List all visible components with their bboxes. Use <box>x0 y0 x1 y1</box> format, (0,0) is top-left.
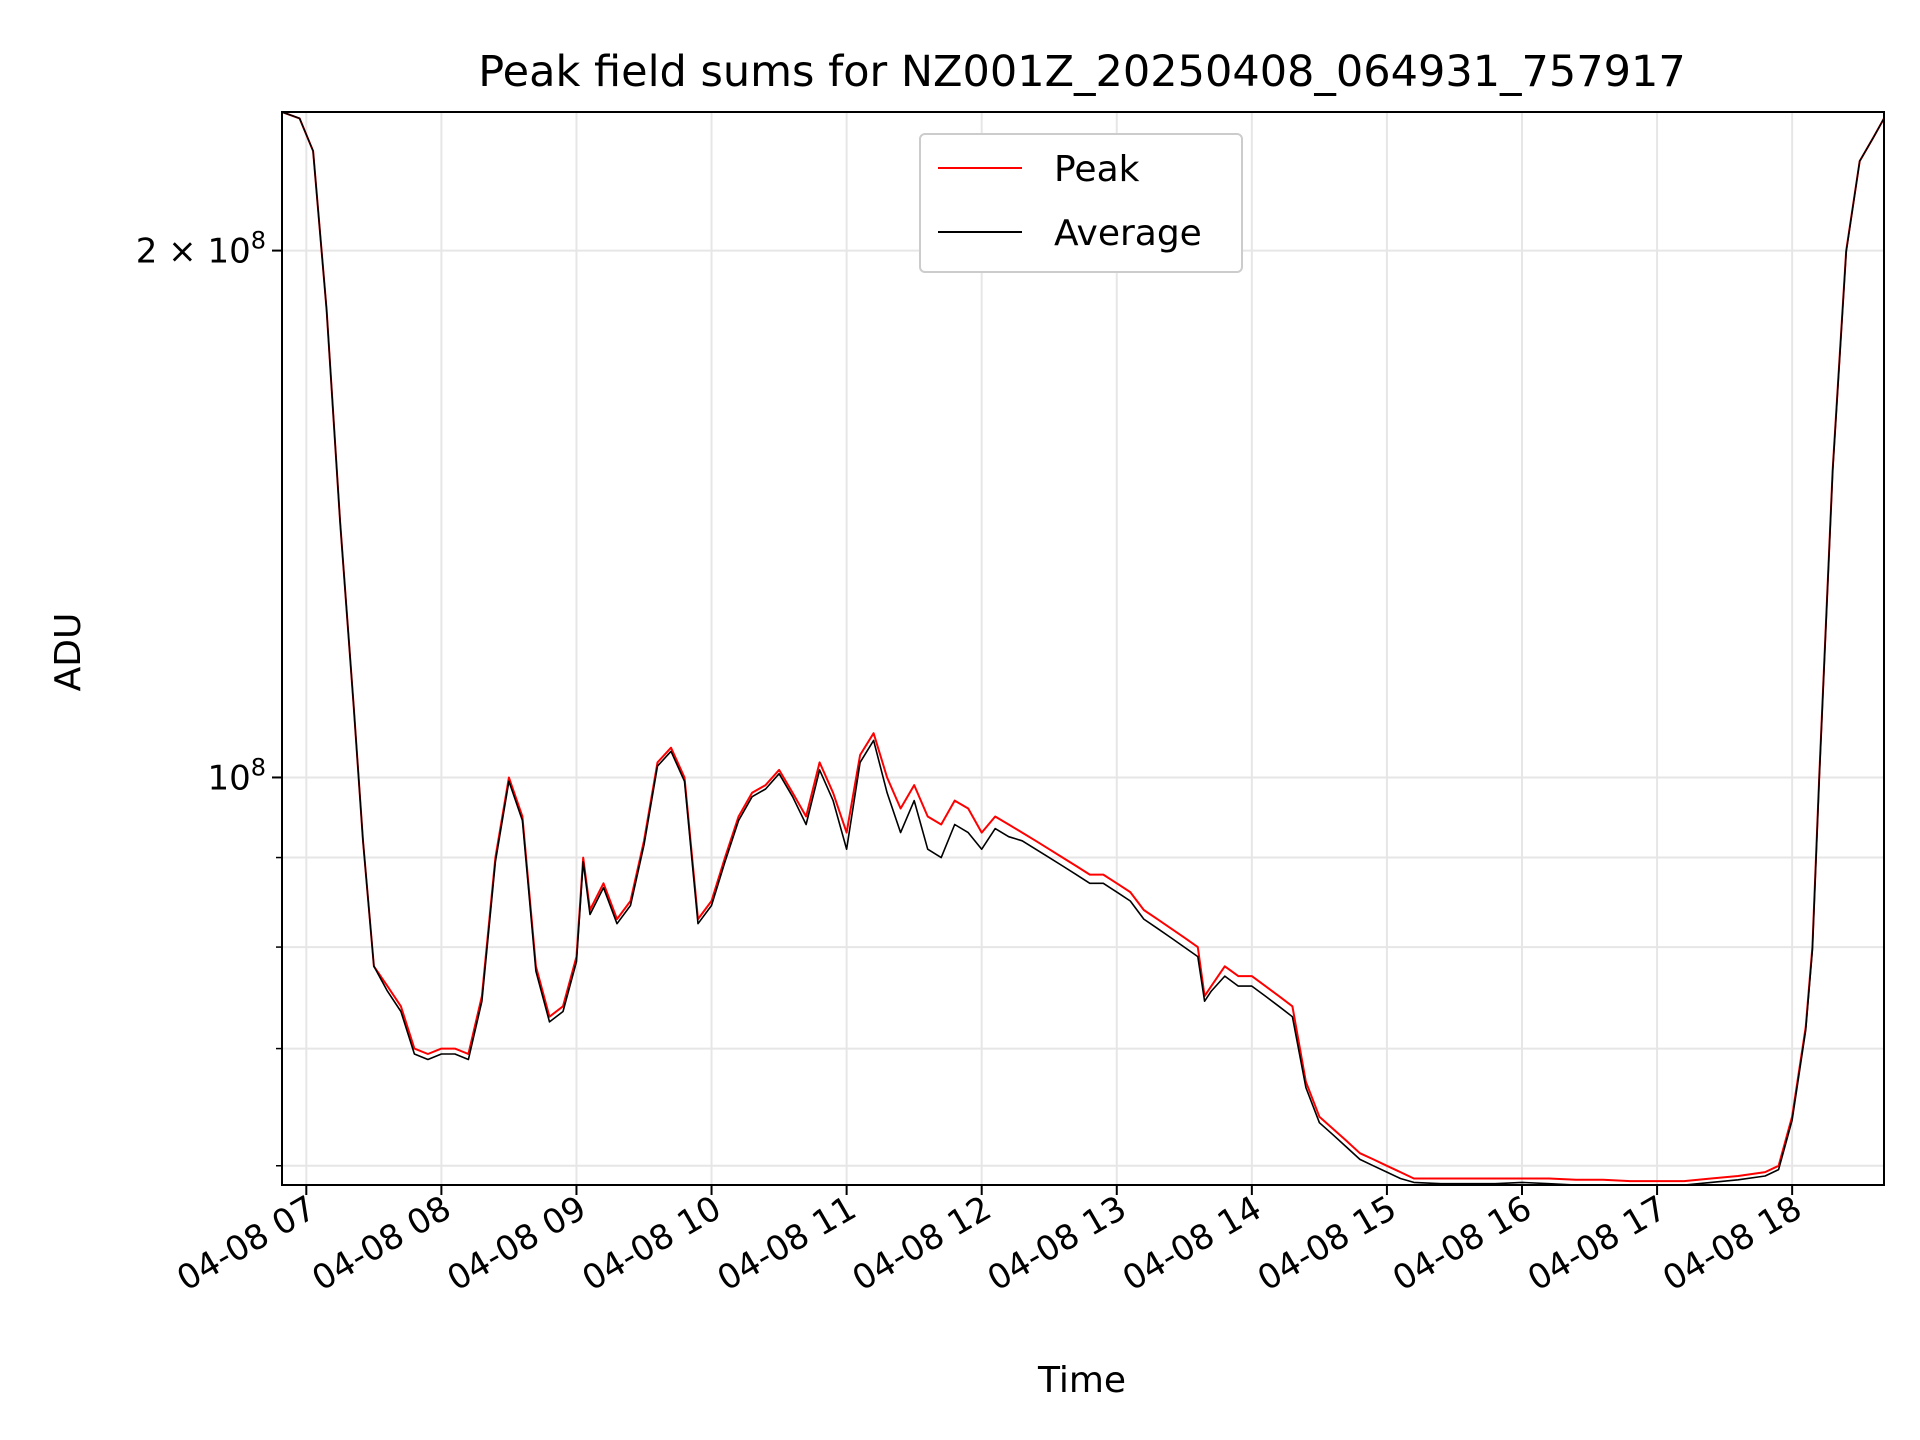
legend-label-peak: Peak <box>1054 149 1140 190</box>
legend: Peak Average <box>919 133 1243 273</box>
y-axis-label: ADU <box>48 613 89 692</box>
x-axis-label: Time <box>1037 1360 1126 1401</box>
series-layer <box>281 111 1885 1186</box>
y-tick-label: 2 × 108 <box>136 227 266 272</box>
legend-label-average: Average <box>1054 213 1202 254</box>
grid <box>282 112 1884 1185</box>
plot-frame <box>281 111 1885 1186</box>
series-line-average <box>281 111 1885 1186</box>
y-tick-label: 108 <box>207 753 266 798</box>
chart-title: Peak field sums for NZ001Z_20250408_0649… <box>478 47 1685 97</box>
